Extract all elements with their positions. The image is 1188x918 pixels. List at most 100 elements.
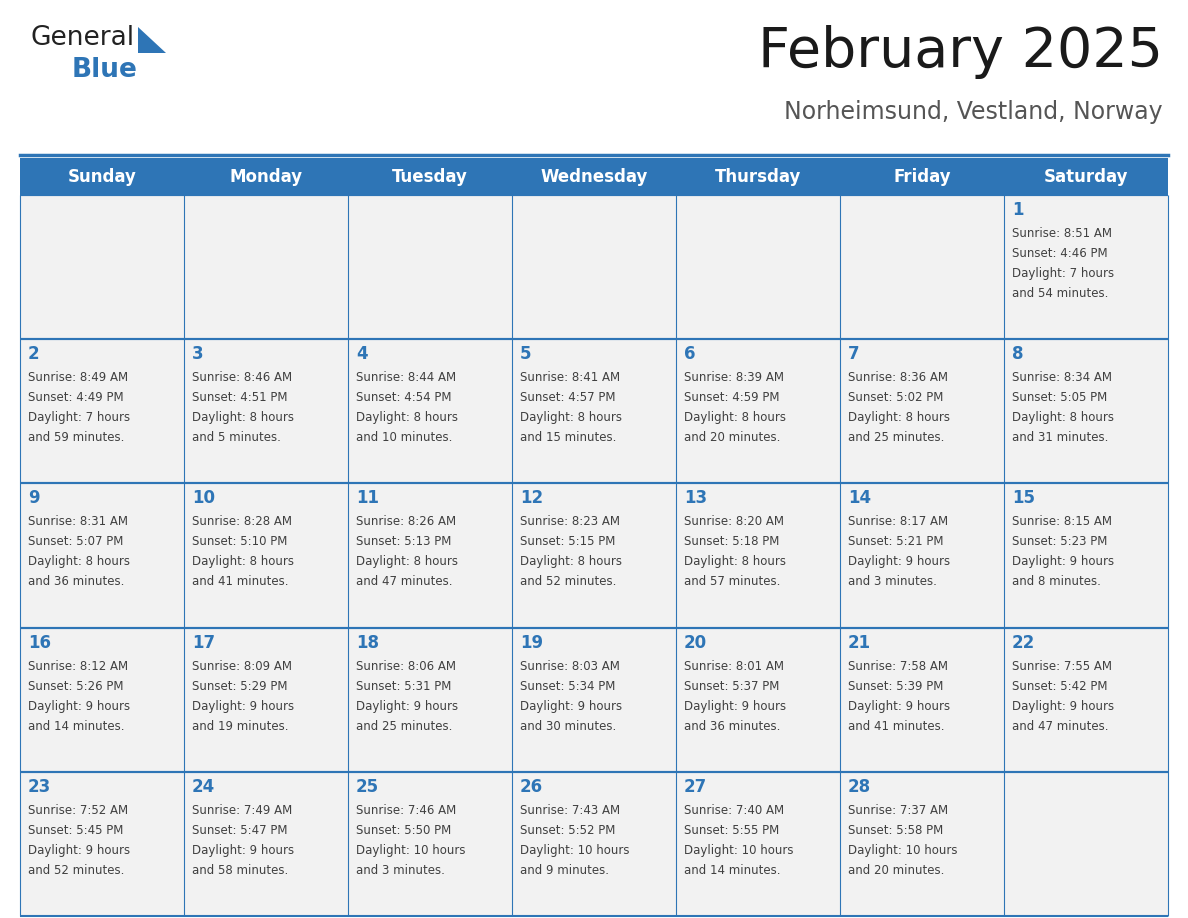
Bar <box>840 772 1004 916</box>
Bar <box>348 339 512 484</box>
Text: Sunset: 5:39 PM: Sunset: 5:39 PM <box>848 679 943 692</box>
Bar <box>184 628 348 772</box>
Text: Daylight: 10 hours: Daylight: 10 hours <box>520 844 630 856</box>
Text: Sunset: 5:37 PM: Sunset: 5:37 PM <box>684 679 779 692</box>
Bar <box>1004 195 1168 339</box>
Text: Sunset: 5:52 PM: Sunset: 5:52 PM <box>520 823 615 837</box>
Text: Daylight: 8 hours: Daylight: 8 hours <box>192 411 293 424</box>
Text: and 25 minutes.: and 25 minutes. <box>848 431 944 444</box>
Text: 8: 8 <box>1012 345 1024 364</box>
Text: 4: 4 <box>356 345 367 364</box>
Text: Sunset: 4:54 PM: Sunset: 4:54 PM <box>356 391 451 404</box>
Text: Daylight: 9 hours: Daylight: 9 hours <box>356 700 459 712</box>
Text: and 20 minutes.: and 20 minutes. <box>684 431 781 444</box>
Bar <box>184 339 348 484</box>
Text: Daylight: 10 hours: Daylight: 10 hours <box>356 844 466 856</box>
Text: Thursday: Thursday <box>715 167 801 185</box>
Text: Daylight: 10 hours: Daylight: 10 hours <box>684 844 794 856</box>
Bar <box>676 628 840 772</box>
Text: Sunrise: 7:58 AM: Sunrise: 7:58 AM <box>848 660 948 673</box>
Bar <box>676 195 840 339</box>
Text: 11: 11 <box>356 489 379 508</box>
Text: and 52 minutes.: and 52 minutes. <box>29 864 125 877</box>
Bar <box>676 484 840 628</box>
Bar <box>348 195 512 339</box>
Text: Sunrise: 8:31 AM: Sunrise: 8:31 AM <box>29 515 128 529</box>
Text: February 2025: February 2025 <box>758 25 1163 79</box>
Text: and 59 minutes.: and 59 minutes. <box>29 431 125 444</box>
Text: Daylight: 8 hours: Daylight: 8 hours <box>356 555 459 568</box>
Text: Sunrise: 8:23 AM: Sunrise: 8:23 AM <box>520 515 620 529</box>
Text: and 19 minutes.: and 19 minutes. <box>192 720 289 733</box>
Bar <box>676 772 840 916</box>
Text: and 10 minutes.: and 10 minutes. <box>356 431 453 444</box>
Text: and 3 minutes.: and 3 minutes. <box>356 864 444 877</box>
Text: Sunrise: 8:49 AM: Sunrise: 8:49 AM <box>29 371 128 385</box>
Text: Sunset: 5:31 PM: Sunset: 5:31 PM <box>356 679 451 692</box>
Text: 16: 16 <box>29 633 51 652</box>
Text: 18: 18 <box>356 633 379 652</box>
Text: and 31 minutes.: and 31 minutes. <box>1012 431 1108 444</box>
Text: Sunset: 5:15 PM: Sunset: 5:15 PM <box>520 535 615 548</box>
Text: and 5 minutes.: and 5 minutes. <box>192 431 280 444</box>
Text: Sunrise: 8:41 AM: Sunrise: 8:41 AM <box>520 371 620 385</box>
Text: Sunrise: 8:34 AM: Sunrise: 8:34 AM <box>1012 371 1112 385</box>
Text: Sunset: 5:02 PM: Sunset: 5:02 PM <box>848 391 943 404</box>
Text: and 47 minutes.: and 47 minutes. <box>1012 720 1108 733</box>
Text: General: General <box>30 25 134 51</box>
Text: Sunset: 5:07 PM: Sunset: 5:07 PM <box>29 535 124 548</box>
Text: Daylight: 8 hours: Daylight: 8 hours <box>684 555 786 568</box>
Text: Daylight: 9 hours: Daylight: 9 hours <box>520 700 623 712</box>
Text: Sunrise: 8:15 AM: Sunrise: 8:15 AM <box>1012 515 1112 529</box>
Text: 14: 14 <box>848 489 871 508</box>
Text: Friday: Friday <box>893 167 950 185</box>
Text: 22: 22 <box>1012 633 1035 652</box>
Bar <box>184 484 348 628</box>
Text: 5: 5 <box>520 345 531 364</box>
Text: Sunrise: 8:51 AM: Sunrise: 8:51 AM <box>1012 227 1112 240</box>
Bar <box>512 628 676 772</box>
Text: Daylight: 7 hours: Daylight: 7 hours <box>1012 267 1114 280</box>
Text: Daylight: 7 hours: Daylight: 7 hours <box>29 411 131 424</box>
Bar <box>20 772 184 916</box>
Text: Sunrise: 7:55 AM: Sunrise: 7:55 AM <box>1012 660 1112 673</box>
Text: and 8 minutes.: and 8 minutes. <box>1012 576 1101 588</box>
Text: Sunset: 5:21 PM: Sunset: 5:21 PM <box>848 535 943 548</box>
Text: Daylight: 9 hours: Daylight: 9 hours <box>192 844 295 856</box>
Text: 3: 3 <box>192 345 203 364</box>
Text: Sunrise: 7:49 AM: Sunrise: 7:49 AM <box>192 804 292 817</box>
Text: Blue: Blue <box>72 57 138 83</box>
Text: Sunrise: 8:12 AM: Sunrise: 8:12 AM <box>29 660 128 673</box>
Text: 2: 2 <box>29 345 39 364</box>
Text: Daylight: 9 hours: Daylight: 9 hours <box>29 700 131 712</box>
Text: Daylight: 8 hours: Daylight: 8 hours <box>520 555 623 568</box>
Text: Sunset: 5:05 PM: Sunset: 5:05 PM <box>1012 391 1107 404</box>
Text: Sunrise: 8:20 AM: Sunrise: 8:20 AM <box>684 515 784 529</box>
Bar <box>512 772 676 916</box>
Text: Sunrise: 7:46 AM: Sunrise: 7:46 AM <box>356 804 456 817</box>
Text: and 20 minutes.: and 20 minutes. <box>848 864 944 877</box>
Text: Daylight: 9 hours: Daylight: 9 hours <box>1012 700 1114 712</box>
Text: Sunrise: 8:46 AM: Sunrise: 8:46 AM <box>192 371 292 385</box>
Text: and 36 minutes.: and 36 minutes. <box>29 576 125 588</box>
Bar <box>184 772 348 916</box>
Text: and 30 minutes.: and 30 minutes. <box>520 720 617 733</box>
Text: Daylight: 9 hours: Daylight: 9 hours <box>684 700 786 712</box>
Text: 12: 12 <box>520 489 543 508</box>
Text: Sunset: 5:58 PM: Sunset: 5:58 PM <box>848 823 943 837</box>
Bar <box>840 195 1004 339</box>
Text: Norheimsund, Vestland, Norway: Norheimsund, Vestland, Norway <box>784 100 1163 124</box>
Text: Sunset: 4:59 PM: Sunset: 4:59 PM <box>684 391 779 404</box>
Bar <box>1004 339 1168 484</box>
Text: Daylight: 8 hours: Daylight: 8 hours <box>29 555 129 568</box>
Text: and 58 minutes.: and 58 minutes. <box>192 864 289 877</box>
Text: Daylight: 9 hours: Daylight: 9 hours <box>29 844 131 856</box>
Polygon shape <box>138 27 166 53</box>
Text: Sunset: 5:13 PM: Sunset: 5:13 PM <box>356 535 451 548</box>
Text: Sunset: 4:51 PM: Sunset: 4:51 PM <box>192 391 287 404</box>
Text: 9: 9 <box>29 489 39 508</box>
Text: Daylight: 8 hours: Daylight: 8 hours <box>684 411 786 424</box>
Text: Sunset: 5:26 PM: Sunset: 5:26 PM <box>29 679 124 692</box>
Text: Daylight: 9 hours: Daylight: 9 hours <box>192 700 295 712</box>
Bar <box>1004 628 1168 772</box>
